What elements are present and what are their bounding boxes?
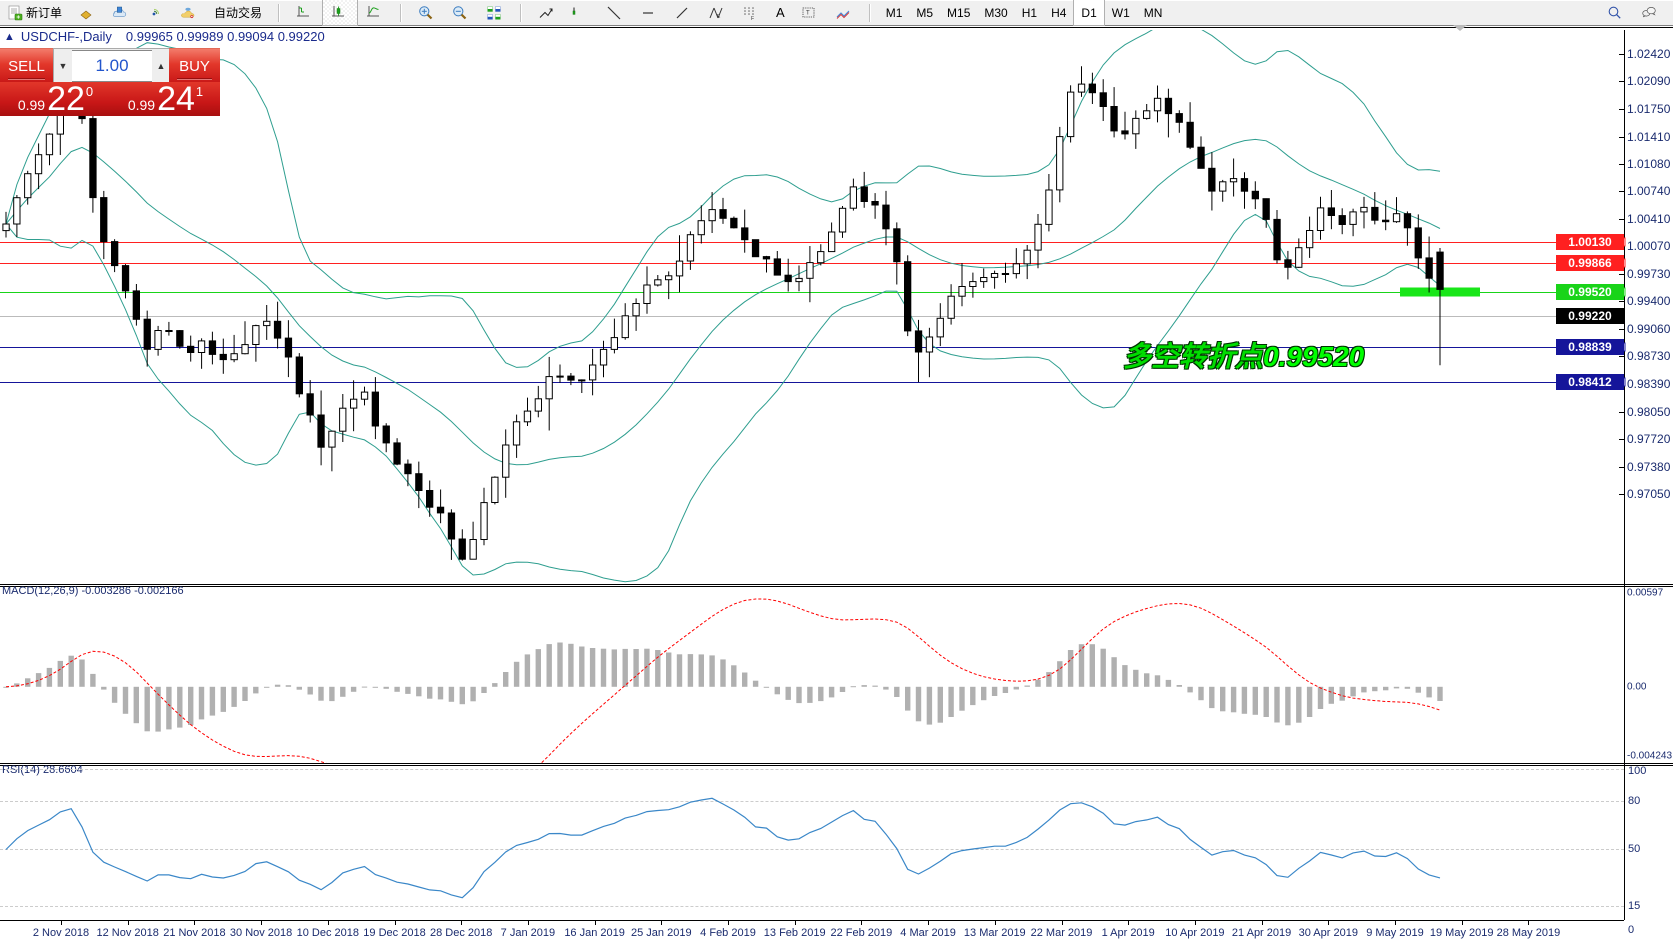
- svg-text:T: T: [806, 10, 810, 16]
- svg-text:E: E: [717, 14, 721, 20]
- svg-text:F: F: [751, 16, 754, 21]
